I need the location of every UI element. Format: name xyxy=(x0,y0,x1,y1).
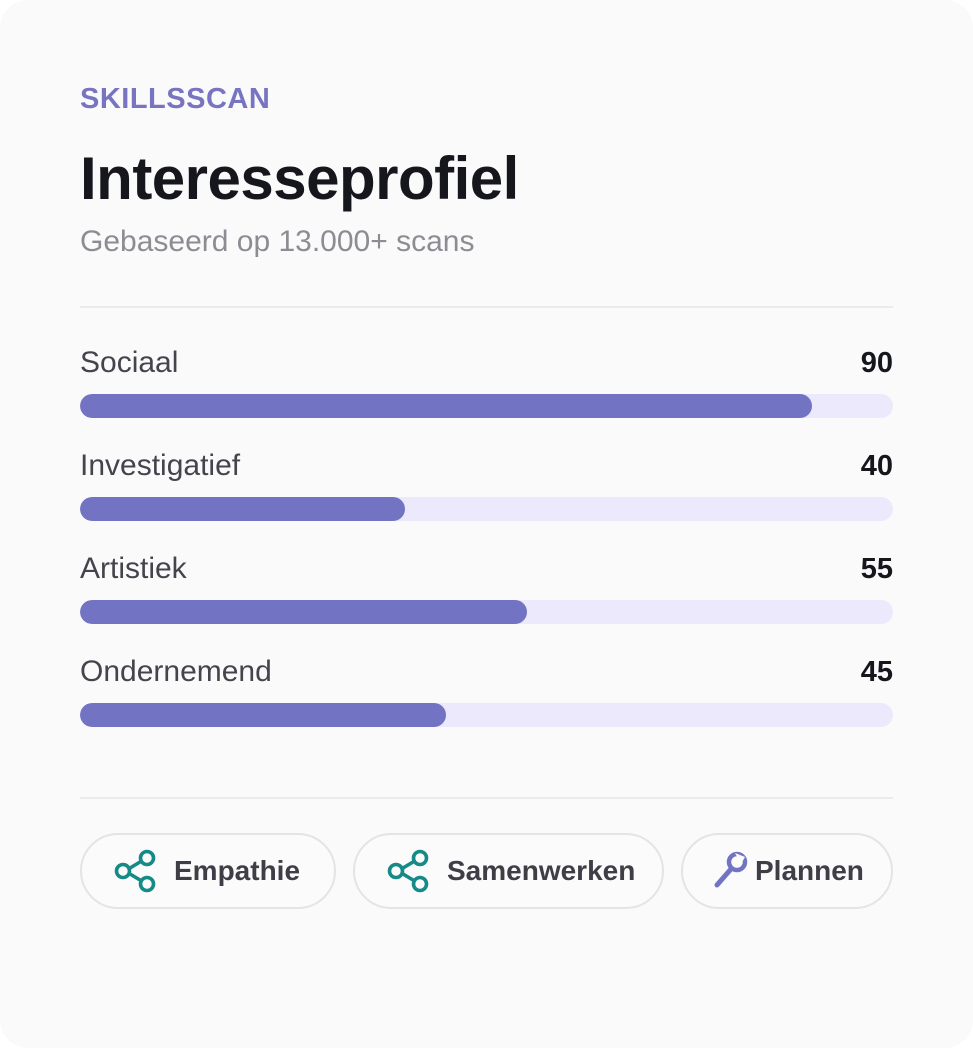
progress-track xyxy=(80,497,893,521)
interest-label: Artistiek xyxy=(80,552,187,585)
interest-row-ondernemend: Ondernemend 45 xyxy=(80,655,893,758)
progress-track xyxy=(80,703,893,727)
progress-track xyxy=(80,394,893,418)
card-subtitle: Gebaseerd op 13.000+ scans xyxy=(80,225,475,258)
skill-chips: Empathie Samenwerken xyxy=(80,833,893,909)
card-content: SKILLSSCAN Interesseprofiel Gebaseerd op… xyxy=(80,82,893,909)
skill-chip-label: Empathie xyxy=(174,855,301,886)
interest-score: 40 xyxy=(860,449,893,482)
brand-eyebrow: SKILLSSCAN xyxy=(80,83,271,115)
interest-score: 55 xyxy=(860,552,893,585)
interest-label: Sociaal xyxy=(80,346,179,379)
card-title: Interesseprofiel xyxy=(80,145,519,212)
skill-chip-label: Samenwerken xyxy=(447,855,636,886)
skill-chip-label: Plannen xyxy=(755,855,864,886)
progress-fill xyxy=(80,497,406,521)
share-nodes-icon xyxy=(112,848,158,894)
divider-bottom xyxy=(80,797,893,799)
interest-score: 45 xyxy=(860,655,893,688)
interest-label: Investigatief xyxy=(80,449,241,482)
progress-fill xyxy=(80,600,528,624)
progress-track xyxy=(80,600,893,624)
interest-score: 90 xyxy=(860,346,893,379)
interest-bars: Sociaal 90 Investigatief 40 Artistie xyxy=(80,346,893,758)
wrench-icon xyxy=(711,848,749,894)
interest-label: Ondernemend xyxy=(80,655,272,688)
skill-chip-samenwerken[interactable]: Samenwerken xyxy=(353,833,664,909)
progress-fill xyxy=(80,703,446,727)
interest-row-investigatief: Investigatief 40 xyxy=(80,449,893,552)
skill-chip-empathie[interactable]: Empathie xyxy=(80,833,336,909)
interest-row-sociaal: Sociaal 90 xyxy=(80,346,893,449)
progress-fill xyxy=(80,394,812,418)
skill-chip-plannen[interactable]: Plannen xyxy=(681,833,893,909)
divider-top xyxy=(80,306,893,308)
interest-row-artistiek: Artistiek 55 xyxy=(80,552,893,655)
share-nodes-icon xyxy=(385,848,431,894)
